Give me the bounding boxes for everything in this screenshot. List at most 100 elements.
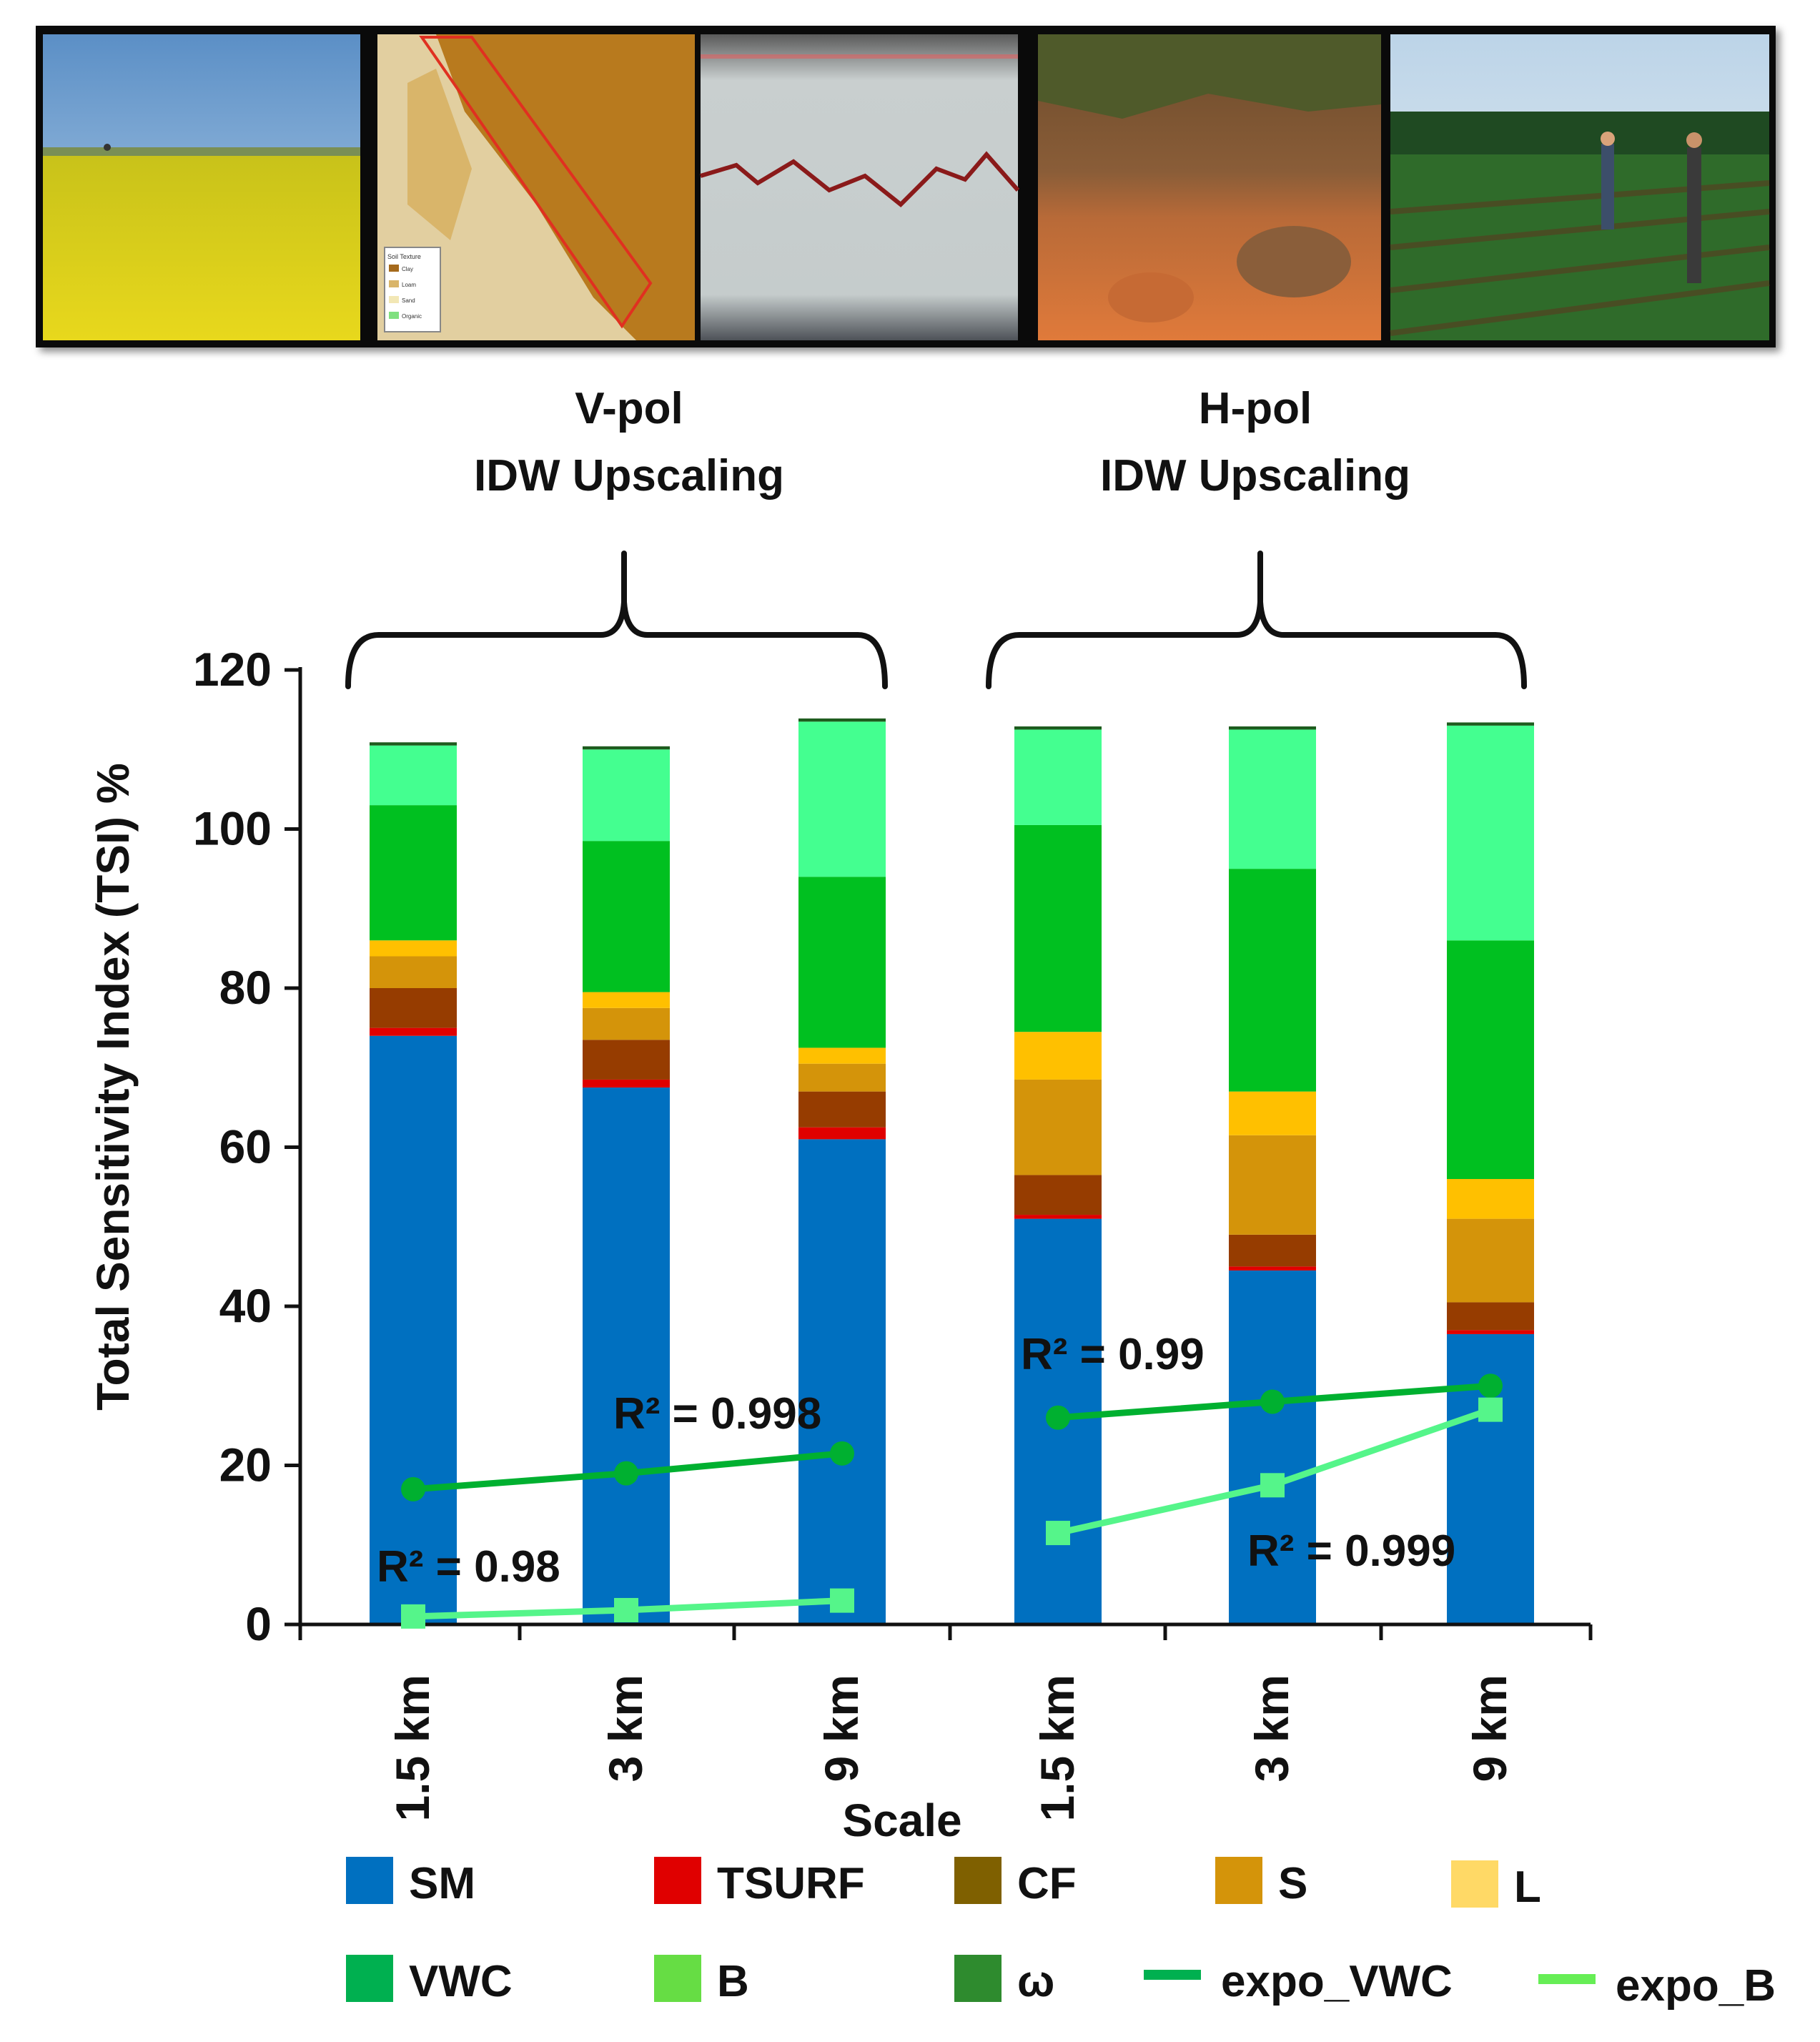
bar-segment-l <box>370 940 457 957</box>
bar-segment-cf <box>1014 1175 1102 1215</box>
r2-annotation: R² = 0.99 <box>1021 1330 1205 1379</box>
x-tick-label: 3 km <box>1245 1674 1298 1782</box>
bar-segment-b <box>583 749 670 842</box>
r2-annotations: R² = 0.998 R² = 0.98 R² = 0.99 R² = 0.999 <box>377 1330 1455 1592</box>
legend-swatch-b <box>654 1955 701 2002</box>
photo-strip-images: Soil Texture Clay Loam Sand Organic <box>43 34 1770 340</box>
r2-annotation: R² = 0.999 <box>1247 1526 1455 1576</box>
legend-label-vwc: VWC <box>409 1957 513 2006</box>
bar-segment-s <box>1014 1079 1102 1175</box>
bar-segment-w <box>1014 726 1102 730</box>
bar-segment-l <box>1229 1091 1316 1135</box>
bar-segment-w <box>370 742 457 746</box>
group-header-hpol-subtitle: IDW Upscaling <box>1100 451 1410 500</box>
legend-swatch-omega <box>954 1955 1002 2002</box>
photo-strip: Soil Texture Clay Loam Sand Organic <box>36 26 1776 347</box>
group-header-vpol-subtitle: IDW Upscaling <box>474 451 784 500</box>
bar-segment-tsurf <box>1447 1330 1534 1334</box>
line-marker-circle <box>1478 1373 1503 1399</box>
legend-label-l: L <box>1514 1863 1541 1912</box>
bar-segment-cf <box>1229 1234 1316 1267</box>
y-tick-label: 120 <box>193 643 272 696</box>
bar-segment-s <box>370 956 457 988</box>
legend-swatch-l <box>1451 1860 1498 1908</box>
y-tick-label: 100 <box>193 802 272 855</box>
bar-segment-l <box>798 1047 886 1064</box>
map-legend-item: Organic <box>402 313 422 320</box>
soil-profile-photo <box>700 34 1020 340</box>
bar-segment-s <box>583 1007 670 1040</box>
bar-segment-b <box>1229 729 1316 869</box>
bar-segment-w <box>1447 722 1534 726</box>
legend-swatch-tsurf <box>654 1857 701 1904</box>
y-tick-label: 80 <box>219 961 272 1014</box>
bar-segment-sm <box>798 1139 886 1624</box>
bar-segment-cf <box>798 1091 886 1128</box>
x-axis-title: Scale <box>842 1795 961 1846</box>
legend-swatch-sm <box>346 1857 393 1904</box>
bar-segment-w <box>1229 726 1316 730</box>
legend-swatch-s <box>1215 1857 1262 1904</box>
line-marker-square <box>1478 1397 1503 1422</box>
bar-segment-vwc <box>583 841 670 992</box>
y-tick-label: 40 <box>219 1279 272 1332</box>
map-legend-item: Sand <box>402 297 415 304</box>
line-marker-circle <box>1046 1405 1070 1430</box>
map-legend-item: Clay <box>402 266 413 272</box>
r2-annotation: R² = 0.998 <box>613 1389 821 1439</box>
legend-label-expob: expo_B <box>1616 1961 1776 2011</box>
bar-segment-b <box>798 721 886 877</box>
bar-segment-vwc <box>798 877 886 1048</box>
rapeseed-field-photo <box>43 34 360 340</box>
bar-segment-tsurf <box>1229 1266 1316 1271</box>
line-marker-circle <box>401 1476 425 1501</box>
bar-segment-cf <box>370 988 457 1028</box>
bar-segment-tsurf <box>370 1027 457 1036</box>
x-tick-label: 1.5 km <box>386 1674 439 1821</box>
bar-segment-s <box>1229 1135 1316 1235</box>
map-legend-item: Loam <box>402 282 416 288</box>
legend-label-b: B <box>717 1957 749 2006</box>
line-marker-square <box>830 1588 854 1613</box>
bar-segment-tsurf <box>798 1127 886 1140</box>
x-tick-label: 9 km <box>815 1674 868 1782</box>
legend-label-omega: ω <box>1017 1957 1054 2006</box>
bar-segment-w <box>798 718 886 722</box>
line-marker-circle <box>614 1461 638 1486</box>
hpol-brace <box>986 551 1527 689</box>
bar-segment-sm <box>370 1035 457 1624</box>
x-tick-label: 1.5 km <box>1031 1674 1084 1821</box>
legend-label-s: S <box>1278 1859 1307 1908</box>
group-header-hpol-title: H-pol <box>1199 384 1312 433</box>
line-marker-square <box>1046 1521 1070 1546</box>
bar-segment-s <box>798 1063 886 1092</box>
bar-segment-cf <box>583 1040 670 1080</box>
x-tick-label: 9 km <box>1463 1674 1516 1782</box>
bar-segment-tsurf <box>583 1079 670 1088</box>
y-tick-label: 20 <box>219 1439 272 1491</box>
line-marker-square <box>401 1604 425 1629</box>
legend-swatch-vwc <box>346 1955 393 2002</box>
bar-segment-b <box>370 745 457 806</box>
line-marker-square <box>1260 1473 1285 1498</box>
bar-segment-l <box>1014 1032 1102 1080</box>
y-tick-label: 0 <box>245 1597 272 1650</box>
bar-segment-sm <box>1229 1270 1316 1624</box>
y-axis-title: Total Sensitivity Index (TSI) % <box>87 763 139 1411</box>
bar-segment-tsurf <box>1014 1215 1102 1219</box>
bar-segment-b <box>1447 725 1534 941</box>
bar-segment-cf <box>1447 1302 1534 1331</box>
bar-segment-b <box>1014 729 1102 825</box>
legend-label-expovwc: expo_VWC <box>1221 1957 1453 2006</box>
bar-segment-sm <box>583 1087 670 1624</box>
line-marker-circle <box>830 1441 854 1466</box>
line-marker-square <box>614 1597 638 1622</box>
bar-stacks <box>370 718 1534 1624</box>
soil-pit-photo <box>1038 34 1381 340</box>
legend-label-cf: CF <box>1017 1859 1077 1908</box>
line-marker-circle <box>1260 1389 1285 1414</box>
legend-label-sm: SM <box>409 1859 475 1908</box>
map-legend-title: Soil Texture <box>387 253 421 260</box>
axes: 0 20 40 60 80 100 120 1.5 km 3 km 9 km 1.5 km 3 km 9… <box>193 643 1593 1821</box>
